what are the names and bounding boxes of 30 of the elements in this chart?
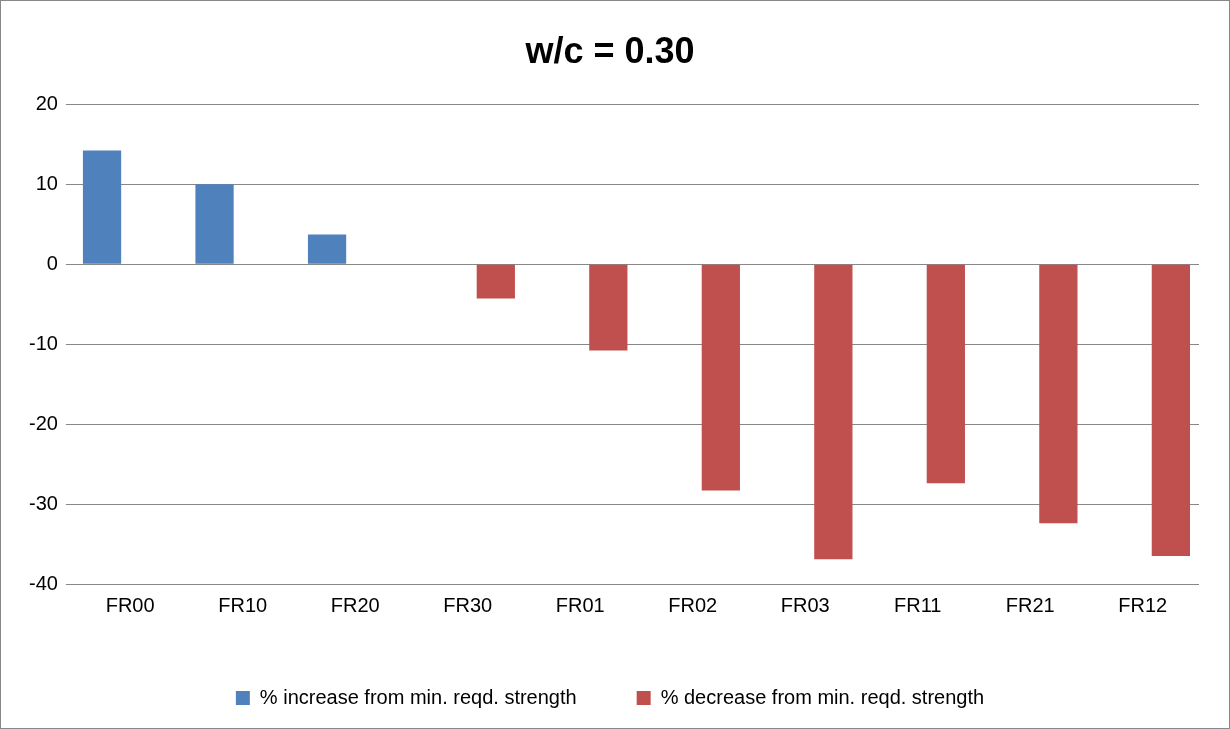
x-tick-label: FR20 [330, 593, 380, 616]
y-tick-label: -20 [29, 411, 58, 434]
x-tick-label: FR12 [1118, 593, 1168, 616]
x-tick-label: FR11 [894, 593, 942, 616]
x-tick-label: FR02 [668, 593, 718, 616]
chart-title: w/c = 0.30 [524, 29, 695, 71]
bar [701, 264, 740, 491]
x-tick-label: FR00 [105, 593, 155, 616]
legend-label: % decrease from min. reqd. strength [660, 685, 985, 708]
bar [589, 264, 628, 351]
x-tick-label: FR30 [443, 593, 493, 616]
y-tick-label: -40 [29, 571, 58, 594]
bar [195, 184, 234, 264]
y-tick-label: -10 [29, 331, 58, 354]
legend-label: % increase from min. reqd. strength [259, 685, 577, 708]
x-tick-label: FR10 [218, 593, 268, 616]
x-tick-label: FR21 [1005, 593, 1055, 616]
bar [1151, 264, 1190, 557]
y-tick-label: 0 [46, 251, 58, 274]
y-tick-label: -30 [29, 491, 58, 514]
bar [82, 150, 122, 264]
x-tick-label: FR01 [555, 593, 605, 616]
bar [476, 264, 515, 299]
x-tick-label: FR03 [780, 593, 830, 616]
y-tick-label: 10 [35, 171, 58, 194]
y-tick-label: 20 [35, 91, 58, 114]
bar [307, 234, 347, 264]
bar [814, 264, 853, 560]
bar [926, 264, 965, 484]
bar [1039, 264, 1078, 524]
